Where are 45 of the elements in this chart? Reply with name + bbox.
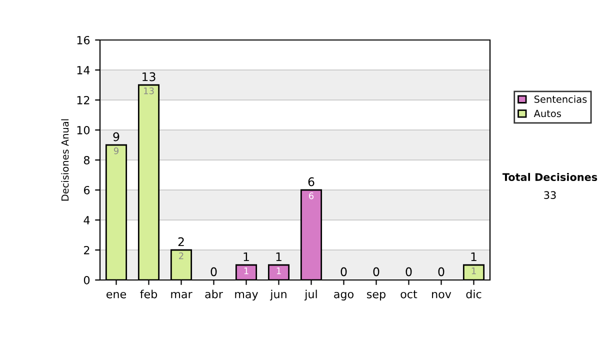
y-tick-label: 16 (77, 36, 90, 44)
legend-label: Autos (534, 110, 561, 118)
data-label: 13 (144, 87, 154, 94)
legend-label: Sentencias (534, 95, 587, 103)
data-label: 2 (179, 252, 184, 260)
total-label: 6 (308, 177, 314, 186)
x-tick-label: oct (400, 290, 418, 298)
y-tick-label: 10 (77, 126, 90, 134)
x-tick-label: mar (171, 292, 192, 298)
y-tick-label: 14 (77, 66, 90, 74)
total-label: 0 (340, 267, 347, 276)
y-tick-label: 12 (77, 96, 90, 104)
x-tick-label: may (235, 292, 258, 300)
total-label: 13 (142, 72, 156, 82)
total-label: 1 (276, 252, 282, 262)
total-label: 9 (113, 132, 120, 142)
y-axis-title: Decisiones Anual (61, 119, 69, 201)
x-tick-label: dic (466, 290, 482, 298)
total-label: 1 (471, 252, 476, 262)
x-tick-label: abr (205, 290, 223, 298)
x-tick-label: ago (334, 292, 354, 300)
total-label: 2 (178, 237, 184, 246)
x-tick-label: feb (140, 290, 158, 298)
x-tick-label: jul (304, 290, 317, 300)
data-label: 1 (276, 268, 281, 274)
x-tick-label: ene (106, 292, 126, 298)
x-tick-label: sep (367, 292, 386, 300)
data-label: 1 (472, 268, 476, 274)
y-tick-label: 0 (84, 276, 90, 284)
x-tick-label: jun (270, 290, 286, 300)
y-tick-label: 4 (84, 216, 90, 224)
y-tick-label: 8 (84, 156, 90, 164)
total-label: 0 (373, 267, 380, 276)
total-label: 0 (438, 267, 444, 276)
text: 33 (544, 191, 556, 200)
data-label: 1 (244, 268, 248, 274)
total-label: 1 (244, 252, 249, 262)
y-tick-label: 2 (84, 246, 90, 254)
total-label: 0 (406, 267, 412, 276)
text: Total Decisiones (502, 172, 598, 182)
y-tick-label: 6 (84, 186, 90, 194)
data-label: 9 (114, 147, 118, 154)
total-label: 0 (210, 267, 217, 276)
x-tick-label: nov (432, 292, 452, 298)
data-label: 6 (309, 192, 314, 200)
